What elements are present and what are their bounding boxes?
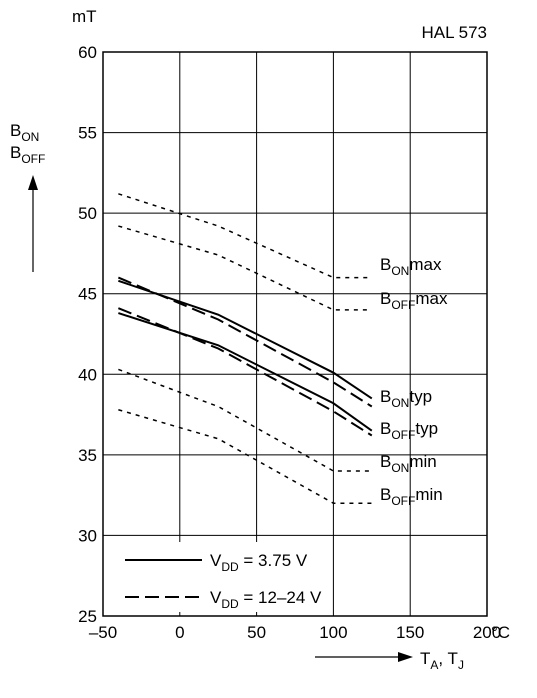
curve-label-part: B xyxy=(380,485,391,504)
y-tick-label: 40 xyxy=(78,365,97,384)
legend-label-part: = 12–24 V xyxy=(239,588,322,607)
y-tick-label: 45 xyxy=(78,285,97,304)
curve-label: BONmin xyxy=(380,452,437,475)
x-axis-label-sub: A xyxy=(430,658,438,672)
curve-label: BOFFmax xyxy=(380,289,448,312)
curve xyxy=(118,368,372,472)
x-tick-label: 200 xyxy=(473,623,501,642)
curve-label-part: max xyxy=(409,255,442,274)
legend-box xyxy=(112,542,277,612)
curve-label-sub: ON xyxy=(391,264,409,278)
legend-label: VDD = 12–24 V xyxy=(210,588,322,611)
curve-label-sub: OFF xyxy=(391,494,415,508)
legend-label-sub: DD xyxy=(221,560,239,574)
curve-label-part: B xyxy=(380,255,391,274)
x-arrow-head xyxy=(398,652,413,662)
curve-label-part: B xyxy=(380,387,391,406)
curve-label-part: typ xyxy=(415,419,438,438)
legend-label-part: = 3.75 V xyxy=(239,551,308,570)
curve-label-part: min xyxy=(409,452,436,471)
curve-label-part: B xyxy=(380,452,391,471)
y-arrow-head xyxy=(28,175,38,190)
curve-label: BOFFmin xyxy=(380,485,443,508)
curve-label-part: B xyxy=(380,289,391,308)
curve-label-sub: OFF xyxy=(391,298,415,312)
y-axis-label-part: B xyxy=(10,143,21,162)
curve-label: BOFFtyp xyxy=(380,419,438,442)
x-tick-label: 100 xyxy=(319,623,347,642)
y-axis-label: BON xyxy=(10,121,39,144)
legend-label-part: V xyxy=(210,551,222,570)
curve-label-part: B xyxy=(380,419,391,438)
x-tick-label: 50 xyxy=(247,623,266,642)
y-tick-label: 25 xyxy=(78,607,97,626)
curve-label-sub: OFF xyxy=(391,428,415,442)
curve-label-part: typ xyxy=(409,387,432,406)
curve-label-part: max xyxy=(415,289,448,308)
legend-label-part: V xyxy=(210,588,222,607)
legend-label: VDD = 3.75 V xyxy=(210,551,308,574)
x-axis-label: TA, TJ xyxy=(420,649,464,672)
x-tick-label: 0 xyxy=(175,623,184,642)
y-tick-label: 35 xyxy=(78,446,97,465)
y-tick-label: 55 xyxy=(78,124,97,143)
curve xyxy=(118,312,373,432)
x-unit: °C xyxy=(491,623,510,642)
curve-label-sub: ON xyxy=(391,461,409,475)
x-axis-label-sub: J xyxy=(458,658,464,672)
curve xyxy=(117,307,373,437)
y-axis-label-part: B xyxy=(10,121,21,140)
x-tick-label: –50 xyxy=(89,623,117,642)
curve-label-part: min xyxy=(415,485,442,504)
y-axis-label-sub: OFF xyxy=(21,152,45,166)
x-axis-label-part: T xyxy=(420,649,430,668)
y-tick-label: 30 xyxy=(78,526,97,545)
curve-label: BONmax xyxy=(380,255,442,278)
curve xyxy=(117,276,373,408)
y-tick-label: 50 xyxy=(78,204,97,223)
curve-label: BONtyp xyxy=(380,387,432,410)
x-tick-label: 150 xyxy=(396,623,424,642)
y-axis-label: BOFF xyxy=(10,143,45,166)
plot-frame xyxy=(102,51,488,617)
y-tick-label: 60 xyxy=(78,43,97,62)
x-axis-label-part: , T xyxy=(438,649,458,668)
y-unit: mT xyxy=(72,7,97,26)
curve xyxy=(118,409,372,504)
chart-title: HAL 573 xyxy=(421,23,487,42)
curve-label-sub: ON xyxy=(391,396,409,410)
legend-label-sub: DD xyxy=(221,597,239,611)
y-axis-label-sub: ON xyxy=(21,130,39,144)
